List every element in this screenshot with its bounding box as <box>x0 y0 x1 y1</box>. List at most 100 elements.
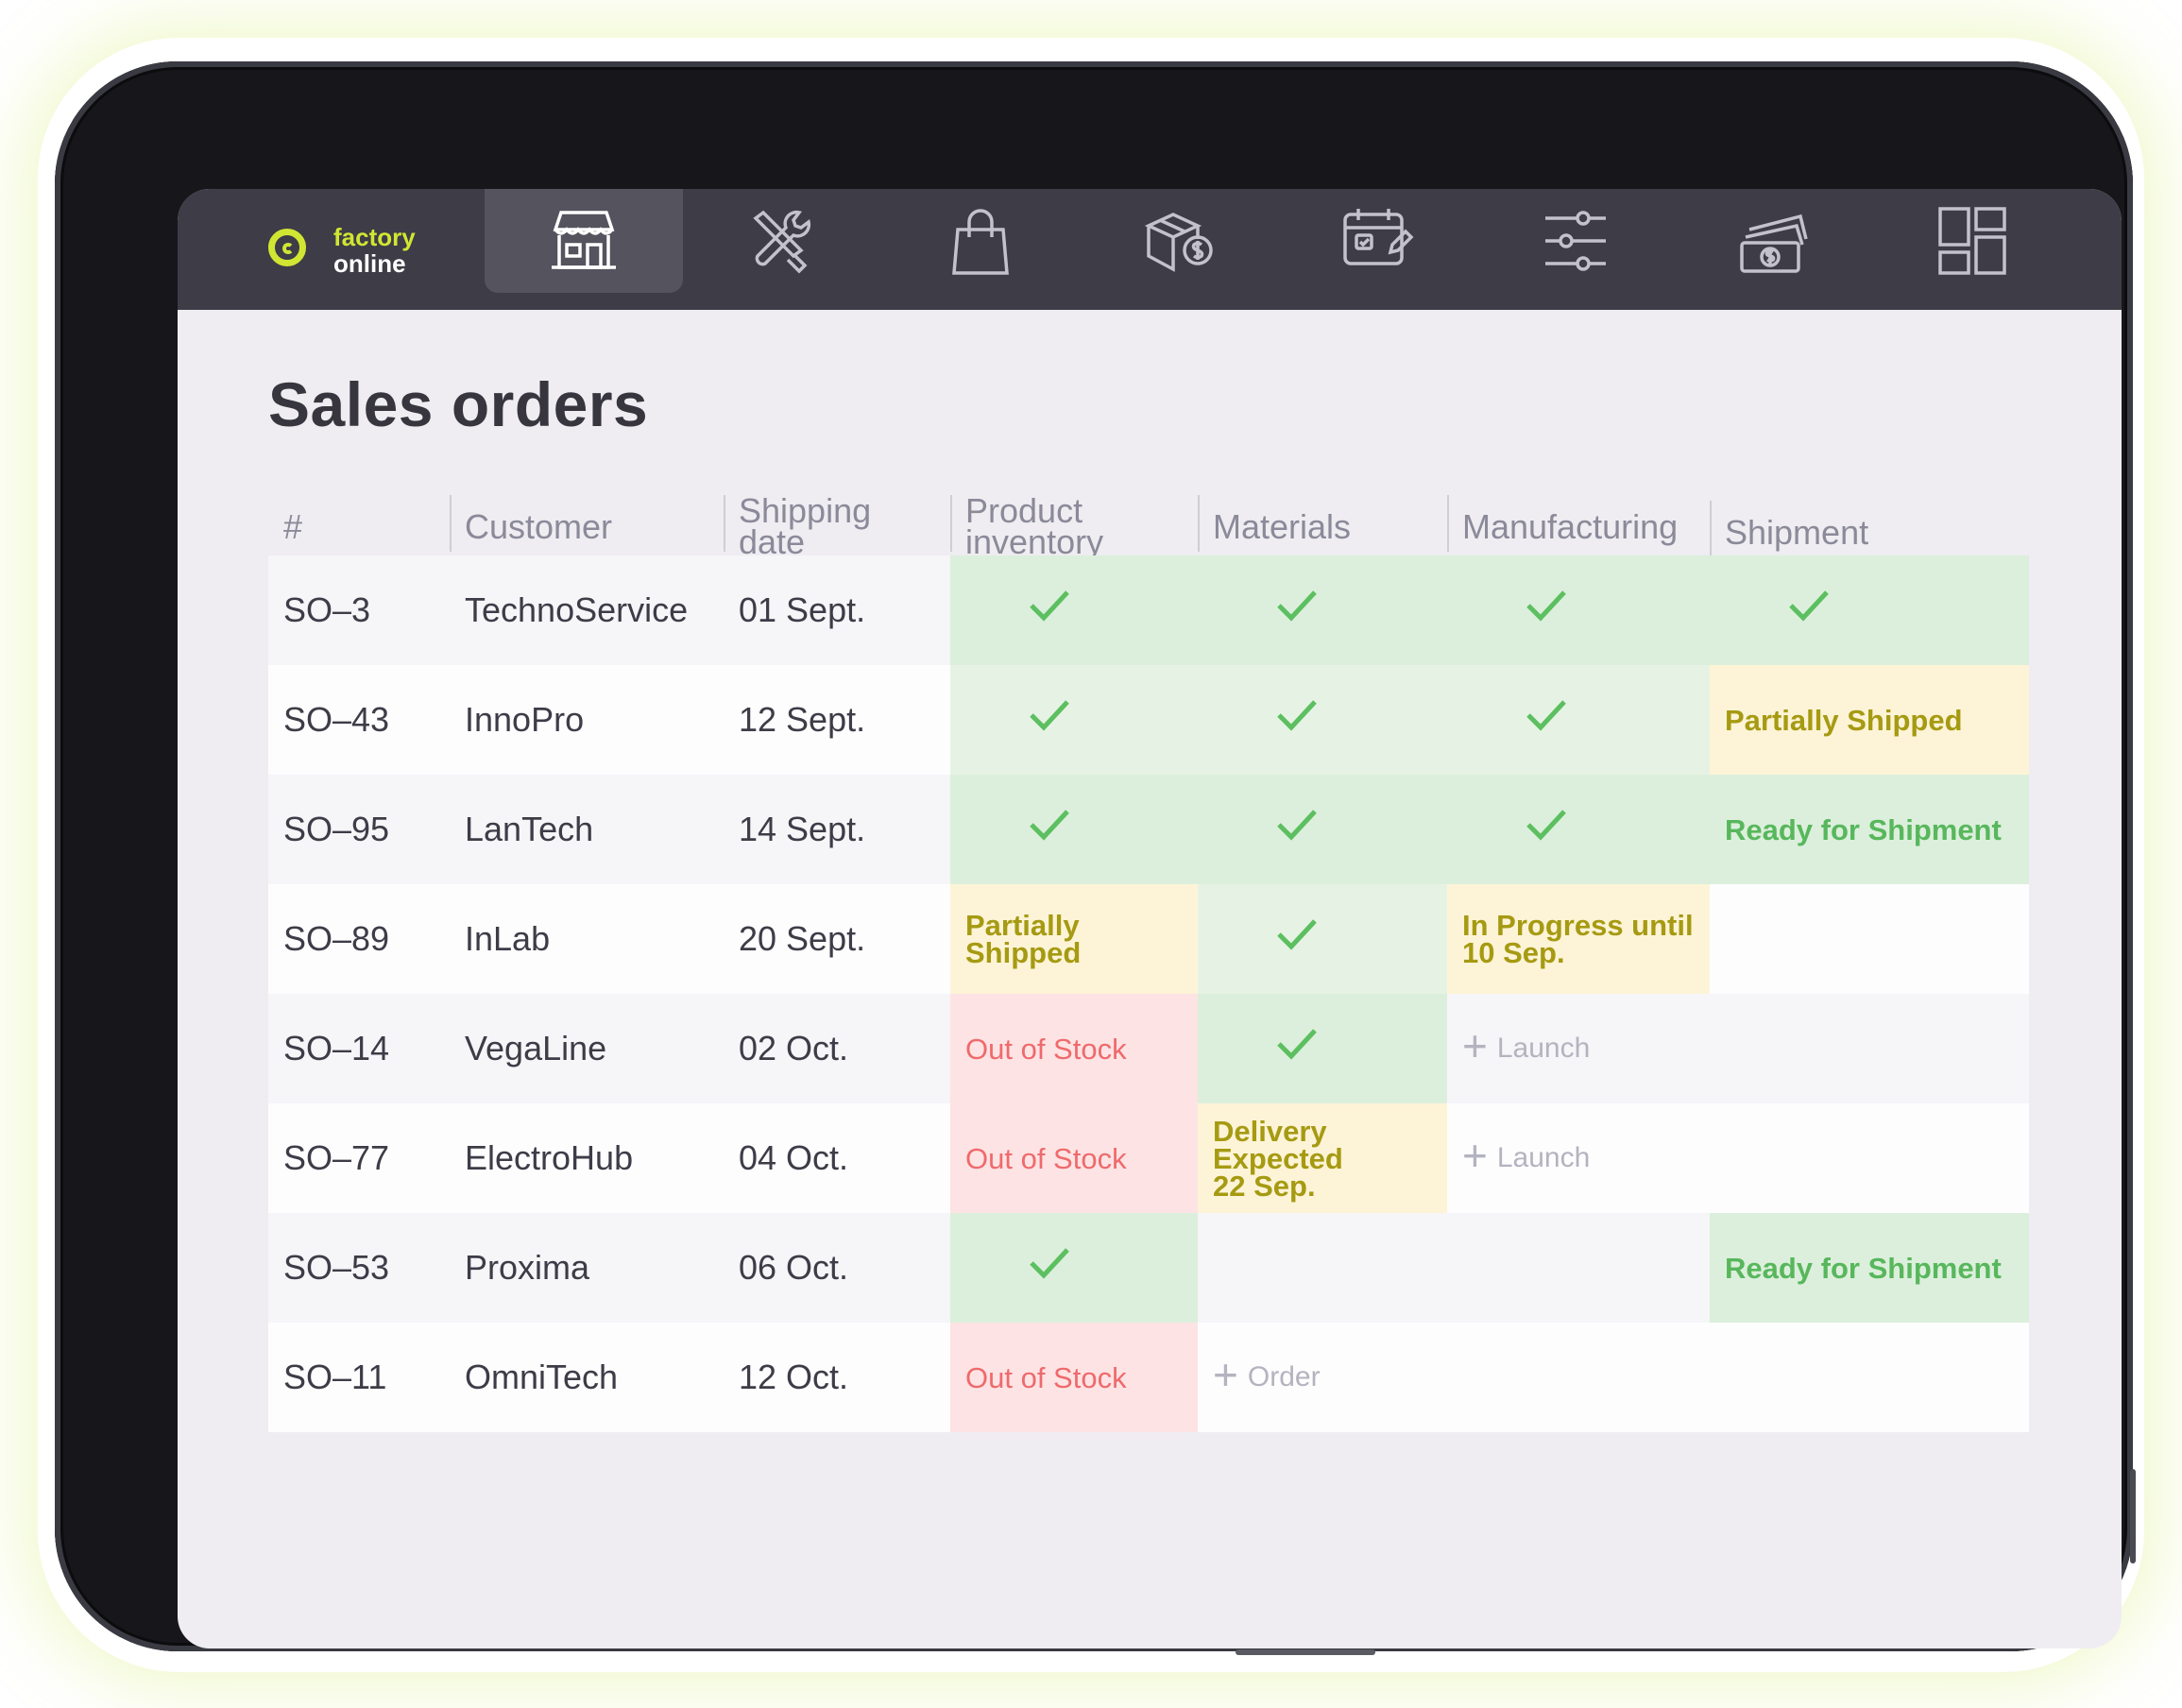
launch-button[interactable]: + Launch <box>1462 1131 1591 1181</box>
check-icon <box>1277 919 1317 950</box>
order-button[interactable]: + Order <box>1213 1350 1321 1400</box>
tablet-frame: factory online <box>55 61 2136 1655</box>
inventory-cell[interactable]: Out of Stock <box>950 994 1198 1103</box>
column-header-shipment[interactable]: Shipment <box>1710 489 2029 574</box>
status-out-of-stock: Out of Stock <box>965 1141 1127 1175</box>
customer-name: OmniTech <box>465 1358 619 1396</box>
check-icon <box>1277 700 1317 731</box>
plus-icon: + <box>1462 1131 1488 1180</box>
table-row[interactable]: SO–14 VegaLine 02 Oct. Out of Stock + Lau… <box>268 994 2029 1103</box>
calendar-edit-icon <box>1343 209 1414 265</box>
table-row[interactable]: SO–77 ElectroHub 04 Oct. Out of Stock De… <box>268 1103 2029 1213</box>
table-row[interactable]: SO–43 InnoPro 12 Sept. Partially Shipped <box>268 665 2029 775</box>
shipping-date: 06 Oct. <box>739 1248 849 1287</box>
shipment-cell <box>1710 555 2029 665</box>
table-row[interactable]: SO–11 OmniTech 12 Oct. Out of Stock + Ord… <box>268 1323 2029 1432</box>
materials-cell[interactable]: Delivery Expected 22 Sep. <box>1198 1103 1447 1213</box>
manufacturing-cell[interactable]: In Progress until 10 Sep. <box>1447 884 1710 994</box>
status-in-progress: In Progress until 10 Sep. <box>1462 909 1694 969</box>
launch-label: Launch <box>1496 1033 1591 1064</box>
order-id: SO–77 <box>283 1138 390 1177</box>
header-label: Shipping date <box>739 491 872 561</box>
check-icon <box>1030 1248 1069 1279</box>
column-header-manufacturing[interactable]: Manufacturing <box>1447 484 1710 569</box>
nav-item-settings[interactable] <box>1476 189 1675 293</box>
check-icon <box>1277 590 1317 622</box>
launch-label: Launch <box>1496 1142 1591 1173</box>
customer-name: LanTech <box>465 810 594 848</box>
nav-item-finance[interactable] <box>1675 189 1873 293</box>
order-id: SO–95 <box>283 810 390 848</box>
nav-item-products[interactable] <box>1080 189 1278 293</box>
table-row[interactable]: SO–89 InLab 20 Sept. Partially Shipped I… <box>268 884 2029 994</box>
column-divider <box>1710 501 1712 557</box>
header-label: Materials <box>1213 506 1352 546</box>
volume-button <box>1302 1649 1375 1655</box>
materials-cell <box>1198 665 1447 775</box>
launch-button[interactable]: + Launch <box>1462 1021 1591 1071</box>
materials-cell <box>1198 775 1447 884</box>
customer-name: TechnoService <box>465 590 689 629</box>
nav-item-sales[interactable] <box>485 189 683 293</box>
logo-icon <box>268 229 306 266</box>
customer-name: VegaLine <box>465 1029 607 1068</box>
nav-item-purchasing[interactable] <box>881 189 1080 293</box>
header-label: Manufacturing <box>1462 506 1679 546</box>
shipment-cell[interactable]: Ready for Shipment <box>1710 775 2029 884</box>
customer-name: ElectroHub <box>465 1138 634 1177</box>
column-header-product-inventory[interactable]: Product inventory <box>950 484 1198 569</box>
inventory-cell <box>950 555 1198 665</box>
order-label: Order <box>1247 1361 1321 1392</box>
order-id: SO–53 <box>283 1248 390 1287</box>
header-label: Product inventory <box>965 491 1104 561</box>
top-nav-bar: factory online <box>178 189 2122 310</box>
shipment-cell[interactable]: Partially Shipped <box>1710 665 2029 775</box>
check-icon <box>1526 590 1566 622</box>
column-header-materials[interactable]: Materials <box>1198 484 1447 569</box>
side-button <box>2130 1469 2136 1563</box>
column-divider <box>1447 495 1449 552</box>
factory-online-logo[interactable]: factory online <box>268 225 457 282</box>
inventory-cell[interactable]: Out of Stock <box>950 1323 1198 1432</box>
inventory-cell[interactable]: Partially Shipped <box>950 884 1198 994</box>
status-delivery-expected: Delivery Expected 22 Sep. <box>1213 1114 1343 1203</box>
nav-item-planning[interactable] <box>1278 189 1476 293</box>
check-icon <box>1030 810 1069 841</box>
shipping-date: 04 Oct. <box>739 1138 849 1177</box>
shipping-date: 20 Sept. <box>739 919 866 958</box>
shipping-date: 14 Sept. <box>739 810 866 848</box>
status-out-of-stock: Out of Stock <box>965 1360 1127 1394</box>
column-divider <box>950 495 952 552</box>
table-row[interactable]: SO–95 LanTech 14 Sept. Ready for Shipmen… <box>268 775 2029 884</box>
inventory-cell <box>950 775 1198 884</box>
inventory-cell[interactable]: Out of Stock <box>950 1103 1198 1213</box>
status-partially-shipped: Partially Shipped <box>1725 703 1963 737</box>
shipment-cell[interactable]: Ready for Shipment <box>1710 1213 2029 1323</box>
page-title: Sales orders <box>268 369 649 439</box>
check-icon <box>1030 700 1069 731</box>
materials-cell <box>1198 994 1447 1103</box>
materials-cell <box>1198 884 1447 994</box>
status-ready-for-shipment: Ready for Shipment <box>1725 812 2002 846</box>
sliders-icon <box>1545 211 1606 271</box>
table-row[interactable]: SO–3 TechnoService 01 Sept. <box>268 555 2029 665</box>
nav-item-dashboard[interactable] <box>1873 189 2071 293</box>
header-label: # <box>283 506 303 546</box>
nav-item-manufacturing[interactable] <box>683 189 881 293</box>
money-icon <box>1740 214 1808 273</box>
status-partially-shipped: Partially Shipped <box>965 909 1082 969</box>
order-id: SO–89 <box>283 919 390 958</box>
table-row[interactable]: SO–53 Proxima 06 Oct. Ready for Shipment <box>268 1213 2029 1323</box>
materials-cell: + Order <box>1198 1323 1447 1432</box>
column-header-number[interactable]: # <box>268 484 448 569</box>
manufacturing-cell: + Launch <box>1447 994 1710 1103</box>
column-divider <box>724 495 725 552</box>
column-divider <box>1198 495 1200 552</box>
column-header-customer[interactable]: Customer <box>450 484 724 569</box>
logo-text-line1: factory <box>333 223 416 251</box>
order-id: SO–14 <box>283 1029 390 1068</box>
column-header-shipping-date[interactable]: Shipping date <box>724 484 950 569</box>
materials-cell <box>1198 555 1447 665</box>
inventory-cell <box>950 665 1198 775</box>
check-icon <box>1277 1029 1317 1060</box>
